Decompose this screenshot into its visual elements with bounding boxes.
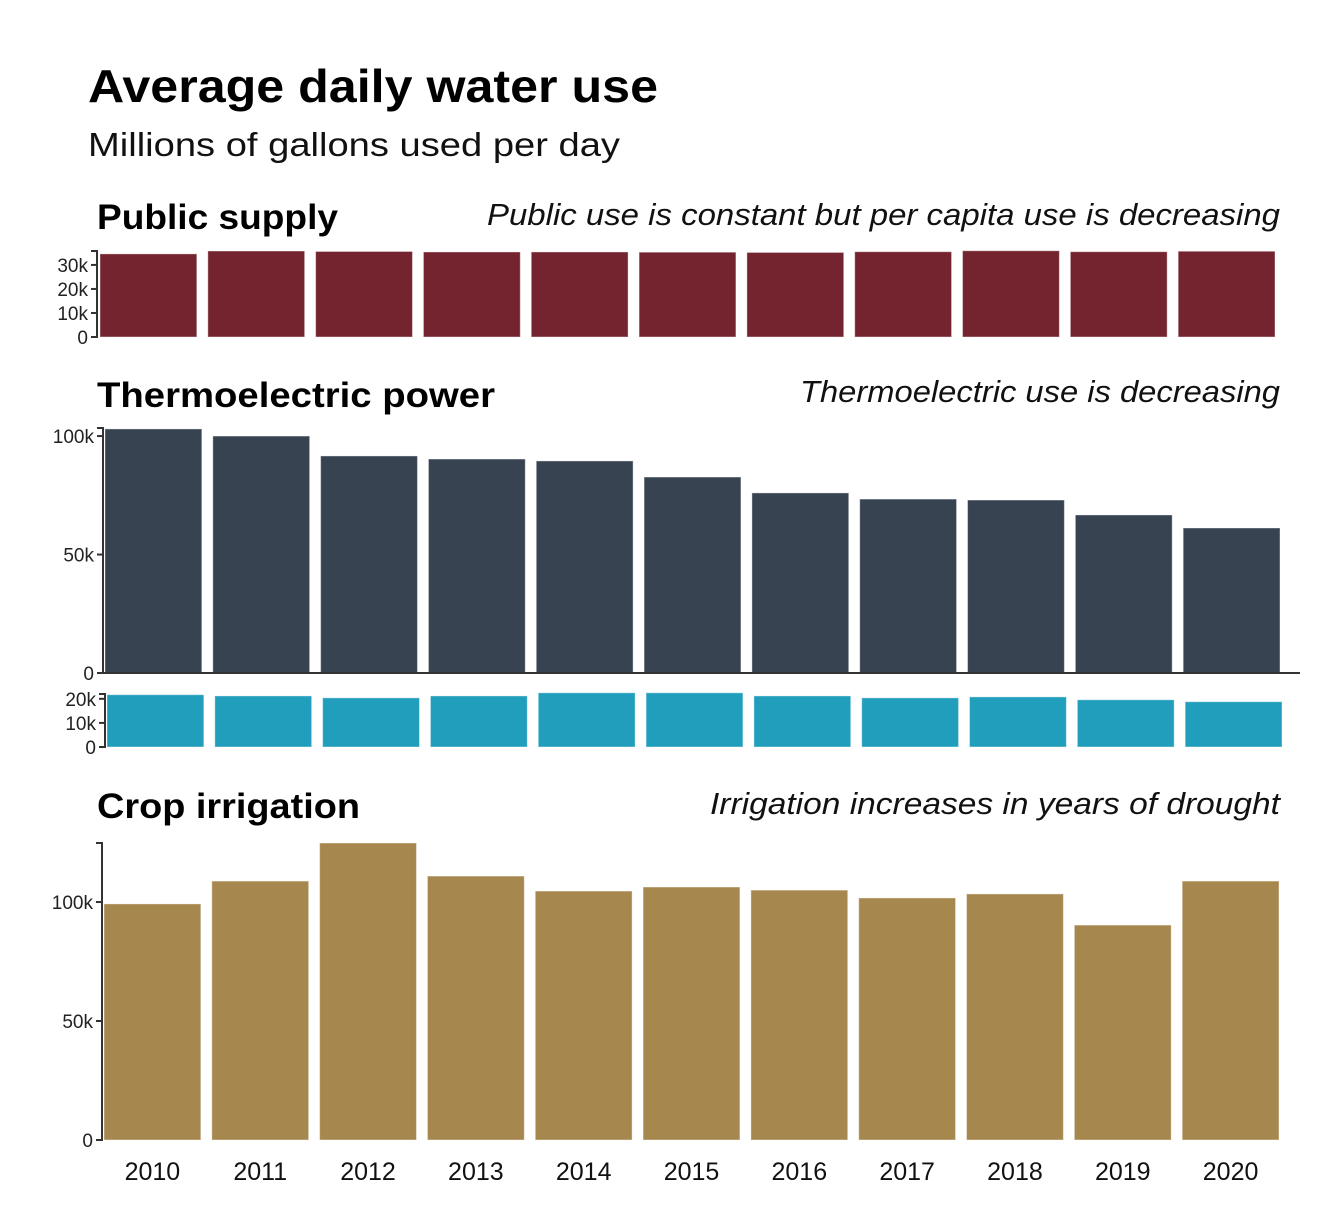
unlabeled-series-bar-2014 — [537, 692, 636, 748]
x-tick-label-2017: 2017 — [879, 1158, 935, 1186]
public-supply-bar-2013 — [422, 251, 521, 338]
public-supply-bar-2016 — [746, 251, 845, 338]
crop-irrigation-bar-2013 — [426, 875, 525, 1141]
public-supply-title: Public supply — [97, 198, 339, 237]
unlabeled-series-y-tick-label: 20k — [65, 690, 96, 711]
thermoelectric-bar-2011 — [212, 435, 311, 674]
crop-irrigation-bar-2019 — [1073, 924, 1172, 1141]
x-tick-label-2020: 2020 — [1203, 1158, 1259, 1186]
thermoelectric-bar-2016 — [751, 492, 850, 674]
thermoelectric-bar-2020 — [1182, 527, 1281, 674]
crop-irrigation-y-tick-label: 100k — [52, 893, 94, 914]
unlabeled-series-bar-2012 — [322, 697, 420, 748]
unlabeled-series-bar-2017 — [861, 697, 960, 748]
public-supply-bar-2012 — [315, 250, 413, 338]
public-supply-y-axis — [91, 250, 98, 338]
thermoelectric-y-tick-label: 100k — [53, 427, 95, 448]
unlabeled-series-y-tick-label: 10k — [65, 714, 96, 735]
thermoelectric-title: Thermoelectric power — [97, 376, 495, 415]
crop-irrigation-bar-2020 — [1181, 880, 1280, 1141]
thermoelectric-bar-2012 — [320, 455, 418, 674]
public-supply-bar-2019 — [1069, 251, 1168, 338]
thermoelectric-y-axis — [97, 427, 104, 674]
crop-irrigation-bar-2014 — [534, 890, 633, 1141]
unlabeled-series-bar-2015 — [645, 692, 744, 748]
x-tick-label-2016: 2016 — [772, 1158, 828, 1186]
x-tick-label-2013: 2013 — [448, 1158, 504, 1186]
crop-irrigation-bar-2015 — [642, 886, 741, 1141]
unlabeled-series-bar-2016 — [753, 695, 852, 748]
crop-irrigation-bar-2011 — [211, 880, 310, 1141]
chart-title: Average daily water use — [88, 60, 658, 112]
crop-irrigation-y-tick-label: 50k — [62, 1012, 93, 1033]
thermoelectric-annotation: Thermoelectric use is decreasing — [800, 374, 1280, 409]
public-supply-y-tick-label: 10k — [57, 304, 88, 325]
unlabeled-series-y-axis — [99, 693, 106, 748]
public-supply-y-tick-label: 20k — [57, 280, 88, 301]
public-supply-bar-2015 — [638, 251, 737, 338]
x-tick-label-2010: 2010 — [125, 1158, 181, 1186]
crop-irrigation-bar-2010 — [103, 903, 202, 1141]
x-tick-label-2012: 2012 — [340, 1158, 396, 1186]
public-supply-bar-2018 — [962, 250, 1060, 338]
crop-irrigation-bar-2012 — [319, 842, 417, 1141]
thermoelectric-bar-2013 — [427, 458, 526, 674]
crop-irrigation-y-tick-label: 0 — [82, 1131, 93, 1152]
thermoelectric-y-tick-label: 0 — [83, 664, 94, 685]
x-tick-label-2014: 2014 — [556, 1158, 612, 1186]
crop-irrigation-bar-2016 — [750, 889, 849, 1141]
public-supply-bar-2010 — [99, 253, 198, 338]
thermoelectric-bar-2010 — [104, 428, 203, 674]
unlabeled-series-bar-2013 — [429, 695, 528, 748]
public-supply-bar-2014 — [530, 251, 629, 338]
thermoelectric-bar-2015 — [643, 476, 742, 674]
crop-irrigation-y-axis — [96, 842, 103, 1141]
thermoelectric-bar-2014 — [535, 460, 634, 674]
thermoelectric-bar-2018 — [967, 499, 1065, 674]
unlabeled-series-bar-2018 — [969, 696, 1067, 748]
x-tick-label-2019: 2019 — [1095, 1158, 1151, 1186]
crop-irrigation-title: Crop irrigation — [97, 787, 360, 826]
crop-irrigation-bar-2017 — [858, 897, 957, 1141]
unlabeled-series-y-tick-label: 0 — [85, 738, 96, 759]
crop-irrigation-bar-2018 — [966, 893, 1064, 1141]
public-supply-y-tick-label: 0 — [77, 328, 88, 349]
public-supply-bar-2017 — [854, 251, 953, 338]
x-tick-label-2011: 2011 — [233, 1158, 287, 1186]
public-supply-bar-2020 — [1177, 250, 1276, 338]
unlabeled-series-bar-2019 — [1076, 699, 1175, 748]
thermoelectric-y-tick-label: 50k — [63, 546, 94, 567]
public-supply-bar-2011 — [207, 250, 306, 338]
thermoelectric-bar-2017 — [859, 498, 958, 674]
chart-subtitle: Millions of gallons used per day — [88, 126, 621, 163]
thermoelectric-bar-2019 — [1074, 514, 1173, 674]
public-supply-y-tick-label: 30k — [57, 256, 88, 277]
public-supply-annotation: Public use is constant but per capita us… — [487, 197, 1280, 232]
unlabeled-series-bar-2010 — [106, 694, 205, 748]
crop-irrigation-annotation: Irrigation increases in years of drought — [710, 786, 1281, 821]
unlabeled-series-bar-2011 — [214, 695, 313, 748]
x-tick-label-2018: 2018 — [987, 1158, 1043, 1186]
unlabeled-series-bar-2020 — [1184, 701, 1283, 748]
x-tick-label-2015: 2015 — [664, 1158, 720, 1186]
